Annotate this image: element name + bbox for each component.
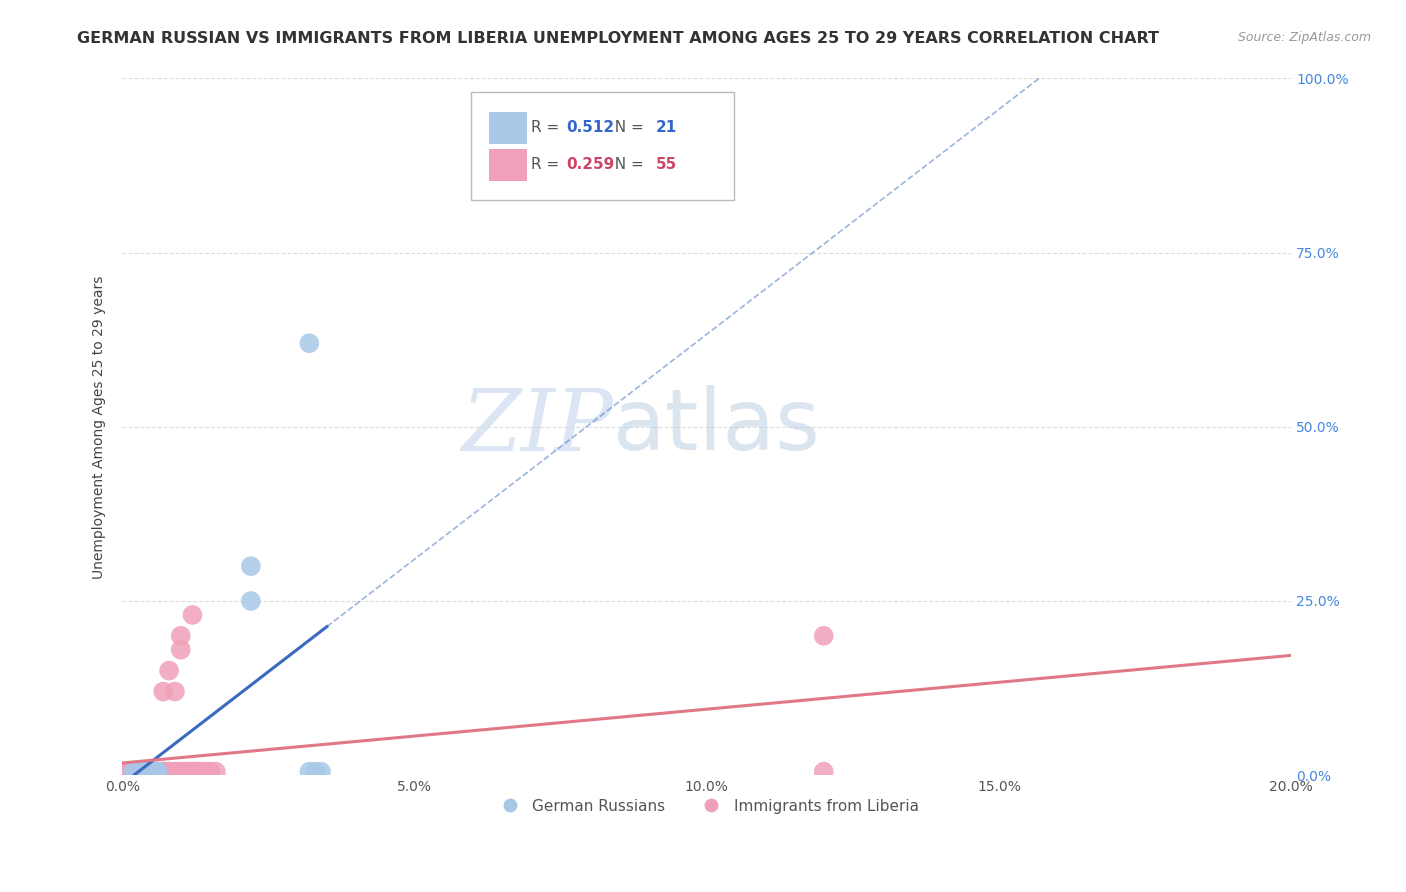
Point <box>135 764 157 779</box>
Point <box>187 764 209 779</box>
Point <box>152 684 174 698</box>
Text: N =: N = <box>605 157 648 171</box>
Point <box>304 764 326 779</box>
Point <box>128 764 150 779</box>
Point <box>239 594 262 608</box>
Point <box>157 664 180 678</box>
Point <box>181 607 204 622</box>
Point <box>176 764 198 779</box>
Text: 21: 21 <box>655 120 676 135</box>
Point <box>146 764 169 779</box>
Point <box>135 764 157 779</box>
Point <box>117 764 139 779</box>
Point <box>135 764 157 779</box>
Point <box>128 764 150 779</box>
Point <box>128 764 150 779</box>
Point <box>170 764 193 779</box>
Point <box>193 764 215 779</box>
Point <box>122 764 145 779</box>
Point <box>128 764 150 779</box>
FancyBboxPatch shape <box>489 112 527 144</box>
Text: N =: N = <box>605 120 648 135</box>
Point <box>122 764 145 779</box>
FancyBboxPatch shape <box>489 149 527 181</box>
Point <box>298 336 321 351</box>
Point <box>146 764 169 779</box>
Point <box>170 642 193 657</box>
Point <box>205 764 228 779</box>
Point <box>298 764 321 779</box>
Point <box>157 764 180 779</box>
Point <box>135 764 157 779</box>
Point <box>163 764 186 779</box>
Point <box>198 764 221 779</box>
Text: R =: R = <box>531 157 565 171</box>
Point <box>122 764 145 779</box>
Point <box>117 764 139 779</box>
Point <box>187 764 209 779</box>
Point <box>146 764 169 779</box>
Point <box>128 764 150 779</box>
Point <box>152 764 174 779</box>
Point <box>122 764 145 779</box>
Text: 0.259: 0.259 <box>567 157 614 171</box>
FancyBboxPatch shape <box>471 93 734 201</box>
Point <box>122 764 145 779</box>
Point <box>163 764 186 779</box>
Point <box>813 629 835 643</box>
Point <box>117 764 139 779</box>
Legend: German Russians, Immigrants from Liberia: German Russians, Immigrants from Liberia <box>488 792 925 820</box>
Point <box>146 764 169 779</box>
Point <box>152 764 174 779</box>
Point <box>176 764 198 779</box>
Point <box>181 764 204 779</box>
Point <box>813 764 835 779</box>
Point <box>176 764 198 779</box>
Point <box>152 764 174 779</box>
Point <box>146 764 169 779</box>
Point <box>309 764 332 779</box>
Point <box>141 764 163 779</box>
Point <box>122 764 145 779</box>
Point <box>135 764 157 779</box>
Point <box>117 764 139 779</box>
Point <box>170 764 193 779</box>
Point <box>152 764 174 779</box>
Point <box>135 764 157 779</box>
Point <box>128 764 150 779</box>
Text: atlas: atlas <box>613 385 821 468</box>
Point <box>122 764 145 779</box>
Point <box>146 764 169 779</box>
Text: Source: ZipAtlas.com: Source: ZipAtlas.com <box>1237 31 1371 45</box>
Text: R =: R = <box>531 120 565 135</box>
Point <box>141 764 163 779</box>
Point <box>239 559 262 574</box>
Point <box>128 764 150 779</box>
Y-axis label: Unemployment Among Ages 25 to 29 years: Unemployment Among Ages 25 to 29 years <box>93 275 107 579</box>
Point <box>157 764 180 779</box>
Point <box>198 764 221 779</box>
Text: 0.512: 0.512 <box>567 120 614 135</box>
Point <box>128 764 150 779</box>
Text: GERMAN RUSSIAN VS IMMIGRANTS FROM LIBERIA UNEMPLOYMENT AMONG AGES 25 TO 29 YEARS: GERMAN RUSSIAN VS IMMIGRANTS FROM LIBERI… <box>77 31 1160 46</box>
Point <box>141 764 163 779</box>
Point <box>135 764 157 779</box>
Point <box>141 764 163 779</box>
Text: ZIP: ZIP <box>461 385 613 468</box>
Point <box>141 764 163 779</box>
Point <box>146 764 169 779</box>
Text: 55: 55 <box>655 157 676 171</box>
Point <box>187 764 209 779</box>
Point <box>141 764 163 779</box>
Point <box>181 764 204 779</box>
Point <box>163 684 186 698</box>
Point <box>170 629 193 643</box>
Point <box>146 764 169 779</box>
